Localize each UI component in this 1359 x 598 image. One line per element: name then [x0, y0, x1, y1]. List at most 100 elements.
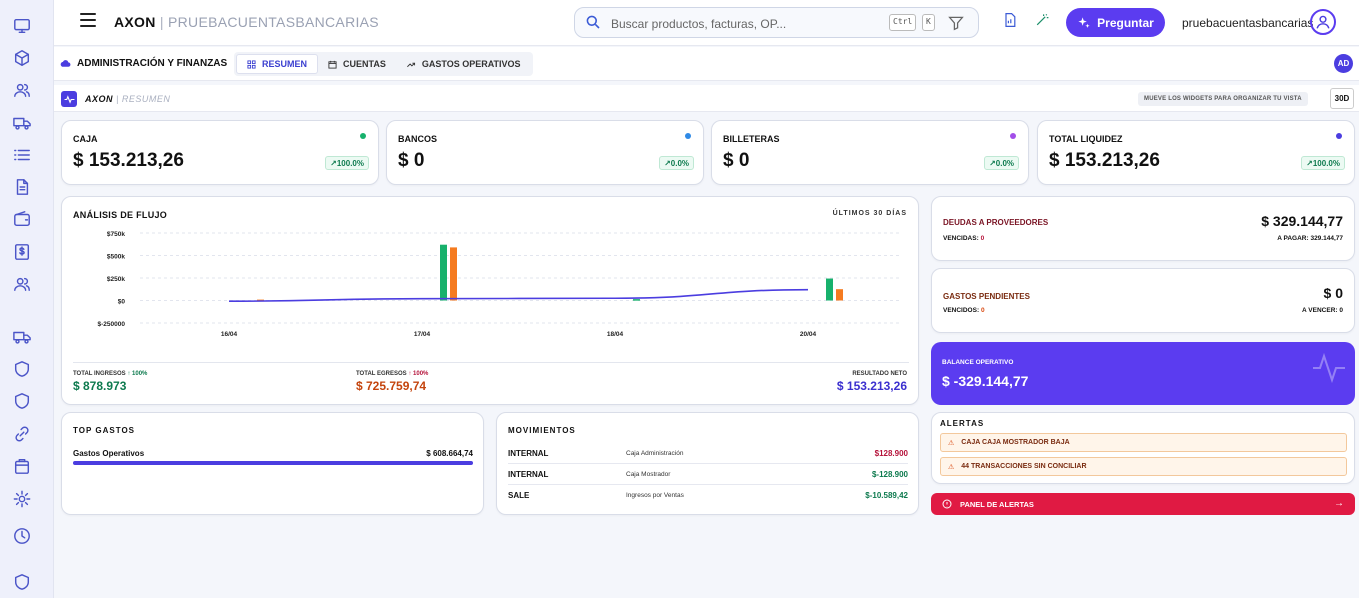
kpi-dot — [1336, 133, 1342, 139]
grid-icon — [247, 59, 256, 69]
calendar-icon — [328, 60, 337, 69]
team-icon[interactable] — [11, 273, 33, 295]
sidebar — [0, 0, 54, 598]
report-icon[interactable] — [1002, 12, 1018, 28]
top-gastos-item[interactable]: Gastos Operativos $ 608.664,74 — [73, 449, 473, 458]
kpi-change-badge: ↗ 100.0% — [1301, 156, 1345, 170]
total-income: TOTAL INGRESOS ↑ 100% $ 878.973 — [73, 371, 147, 393]
users-icon[interactable] — [11, 79, 33, 101]
bar — [450, 247, 457, 301]
deudas-due-label: A PAGAR: — [1277, 235, 1309, 242]
table-row[interactable]: SALE Ingresos por Ventas $-10.589,42 — [508, 485, 908, 506]
range-button[interactable]: 30D — [1330, 88, 1354, 109]
clock-icon[interactable] — [11, 525, 33, 547]
brand-separator: | — [159, 14, 168, 30]
kpi-card-caja[interactable]: CAJA $ 153.213,26 ↗ 100.0% — [61, 120, 379, 185]
alert-item[interactable]: ⚠ CAJA CAJA MOSTRADOR BAJA — [940, 433, 1347, 452]
tab-gastos-operativos[interactable]: GASTOS OPERATIVOS — [396, 54, 531, 74]
tab-gastos-label: GASTOS OPERATIVOS — [421, 59, 521, 69]
gasto-name: Gastos Operativos — [73, 449, 145, 458]
kbd-k: K — [922, 14, 935, 31]
sparkle-icon — [1078, 16, 1090, 28]
deudas-card[interactable]: DEUDAS A PROVEEDORES $ 329.144,77 VENCID… — [931, 196, 1355, 261]
tab-bar: RESUMEN CUENTAS GASTOS OPERATIVOS — [234, 52, 533, 76]
flow-title: ANÁLISIS DE FLUJO — [73, 210, 168, 220]
user-icon — [1316, 15, 1330, 29]
user-avatar[interactable] — [1310, 9, 1336, 35]
kpi-change: 100.0% — [336, 158, 364, 168]
gastos-pend-overdue-value: 0 — [980, 307, 985, 314]
document-icon[interactable] — [11, 176, 33, 198]
gastos-pend-label: GASTOS PENDIENTES — [943, 292, 1030, 301]
shield-alt-icon[interactable] — [11, 390, 33, 412]
filter-icon[interactable] — [948, 15, 964, 31]
ask-button[interactable]: Preguntar — [1066, 8, 1165, 37]
gastos-pend-due-label: A VENCER: — [1302, 307, 1338, 314]
y-tick-label: $-250000 — [98, 321, 126, 328]
net-result: RESULTADO NETO $ 153.213,26 — [837, 371, 907, 393]
breadcrumb-page: RESUMEN — [121, 94, 171, 104]
kpi-change-badge: ↗ 0.0% — [984, 156, 1019, 170]
bag-icon[interactable] — [11, 455, 33, 477]
shield-icon[interactable] — [11, 358, 33, 380]
dollar-icon[interactable] — [11, 241, 33, 263]
mov-amount: $-128.900 — [871, 469, 908, 479]
kpi-value: $ 0 — [398, 150, 425, 171]
y-tick-label: $750k — [107, 231, 125, 238]
tab-resumen-label: RESUMEN — [262, 59, 308, 69]
deudas-due: A PAGAR: 329.144,77 — [1277, 235, 1343, 242]
delivery-icon[interactable] — [11, 326, 33, 348]
link-icon[interactable] — [11, 423, 33, 445]
truck-icon[interactable] — [11, 112, 33, 134]
list-icon[interactable] — [11, 144, 33, 166]
expense-label: TOTAL EGRESOS — [356, 371, 407, 377]
kpi-label: BANCOS — [398, 134, 438, 144]
table-row[interactable]: INTERNAL Caja Mostrador $-128.900 — [508, 464, 908, 485]
kpi-label: CAJA — [73, 134, 98, 144]
shield-bottom-icon[interactable] — [11, 571, 33, 593]
gastos-pend-overdue-label: VENCIDOS: — [943, 307, 980, 314]
tab-cuentas[interactable]: CUENTAS — [318, 54, 396, 74]
gastos-pendientes-card[interactable]: GASTOS PENDIENTES $ 0 VENCIDOS: 0 A VENC… — [931, 268, 1355, 333]
pulse-icon — [61, 91, 77, 107]
tab-resumen[interactable]: RESUMEN — [236, 54, 319, 74]
module-nav: ADMINISTRACIÓN Y FINANZAS RESUMEN CUENTA… — [54, 47, 1359, 81]
breadcrumb-bar: AXON | RESUMEN MUEVE LOS WIDGETS PARA OR… — [54, 85, 1359, 112]
workspace-name: PRUEBACUENTASBANCARIAS — [168, 14, 379, 30]
gasto-amount: $ 608.664,74 — [426, 449, 473, 458]
magic-wand-icon[interactable] — [1034, 12, 1050, 28]
module-avatar[interactable]: AD — [1334, 54, 1353, 73]
bar — [836, 289, 843, 301]
alertas-title: ALERTAS — [940, 419, 985, 428]
box-icon[interactable] — [11, 47, 33, 69]
user-name[interactable]: pruebacuentasbancarias — [1182, 16, 1314, 30]
bar — [633, 299, 640, 301]
flow-analysis-card: ANÁLISIS DE FLUJO ÚLTIMOS 30 DÍAS $750k $… — [61, 196, 919, 405]
mov-desc: Caja Administración — [626, 449, 684, 457]
search-input[interactable]: Buscar productos, facturas, OP... — [611, 17, 787, 31]
widgets-hint: MUEVE LOS WIDGETS PARA ORGANIZAR TU VIST… — [1138, 92, 1308, 106]
kpi-card-billeteras[interactable]: BILLETERAS $ 0 ↗ 0.0% — [711, 120, 1029, 185]
expense-value: $ 725.759,74 — [356, 379, 427, 393]
ask-label: Preguntar — [1097, 15, 1154, 30]
breadcrumb: AXON | RESUMEN — [85, 94, 170, 104]
search-bar[interactable]: Buscar productos, facturas, OP... Ctrl K — [574, 7, 979, 38]
kpi-card-bancos[interactable]: BANCOS $ 0 ↗ 0.0% — [386, 120, 704, 185]
kpi-change-badge: ↗ 100.0% — [325, 156, 369, 170]
monitor-icon[interactable] — [11, 15, 33, 37]
warning-icon: ⚠ — [948, 439, 955, 447]
balance-operativo-card[interactable]: BALANCE OPERATIVO $ -329.144,77 — [931, 342, 1355, 405]
kpi-card-total-liquidez[interactable]: TOTAL LIQUIDEZ $ 153.213,26 ↗ 100.0% — [1037, 120, 1355, 185]
deudas-value: $ 329.144,77 — [1261, 213, 1343, 229]
y-tick-label: $500k — [107, 254, 125, 261]
cloud-icon — [60, 60, 71, 67]
table-row[interactable]: INTERNAL Caja Administración $128.900 — [508, 443, 908, 464]
wallet-icon[interactable] — [11, 208, 33, 230]
movimientos-title: MOVIMIENTOS — [508, 426, 576, 435]
alerts-panel-button[interactable]: PANEL DE ALERTAS → — [931, 493, 1355, 515]
x-tick-label: 18/04 — [607, 331, 624, 338]
gear-icon[interactable] — [11, 488, 33, 510]
menu-icon[interactable] — [80, 13, 96, 27]
alert-item[interactable]: ⚠ 44 TRANSACCIONES SIN CONCILIAR — [940, 457, 1347, 476]
bar — [440, 244, 447, 301]
